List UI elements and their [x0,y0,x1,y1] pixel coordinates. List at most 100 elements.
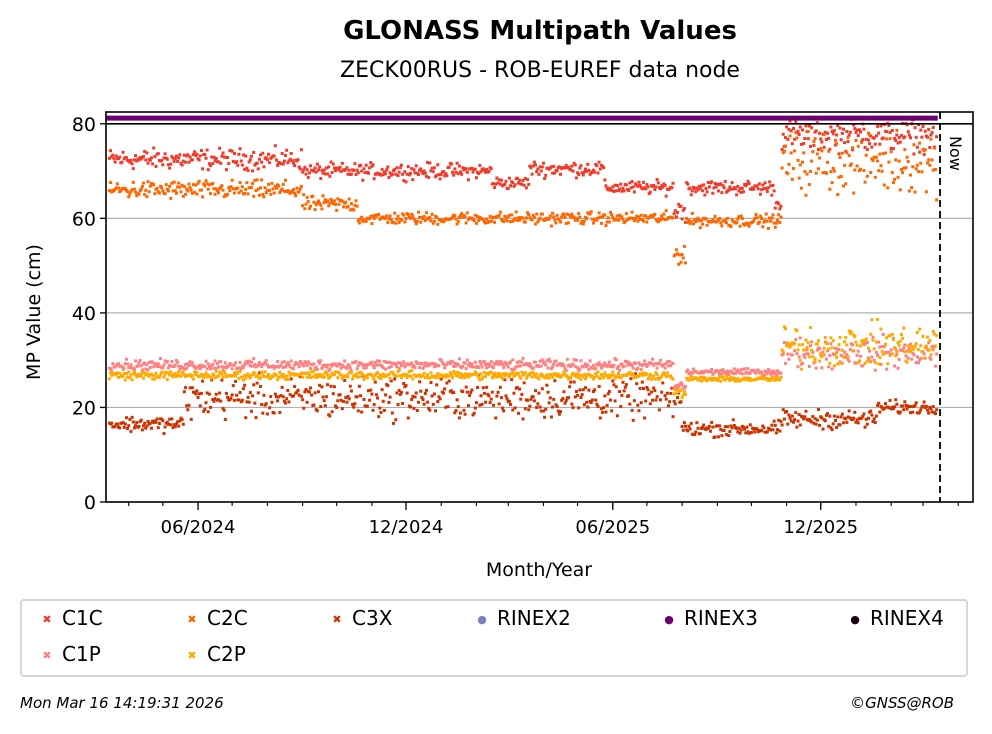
data-point [185,187,189,191]
data-point [247,400,251,404]
data-point [726,369,730,373]
data-point [339,366,343,370]
data-point [289,359,293,363]
data-point [860,140,864,144]
data-point [163,152,167,156]
data-point [676,210,680,214]
data-point [362,377,366,381]
data-point [787,413,791,417]
data-point [457,357,461,361]
data-point [804,124,808,128]
data-point [170,360,174,364]
data-point [591,390,595,394]
data-point [489,370,493,374]
data-point [540,358,544,362]
data-point [137,372,141,376]
data-point [494,182,498,186]
data-point [590,374,594,378]
data-point [621,186,625,190]
data-point [515,360,519,364]
data-point [573,395,577,399]
data-point [664,194,668,198]
data-point [811,355,815,359]
data-point [876,317,880,321]
data-point [888,398,892,402]
data-point [535,405,539,409]
data-point [495,176,499,180]
data-point [463,372,467,376]
data-point [254,416,258,420]
data-point [293,164,297,168]
data-point [480,377,484,381]
data-point [132,370,136,374]
data-point [798,336,802,340]
data-point [771,376,775,380]
data-point [436,163,440,167]
data-point [806,129,810,133]
data-point [630,210,634,214]
data-point [564,399,568,403]
data-point [812,360,816,364]
data-point [262,375,266,379]
data-point [706,426,710,430]
data-point [144,373,148,377]
data-point [594,366,598,370]
data-point [532,216,536,220]
data-point [864,337,868,341]
data-point [121,150,125,154]
data-point [394,221,398,225]
data-point [828,361,832,365]
data-point [881,332,885,336]
data-point [763,181,767,185]
data-point [665,360,669,364]
data-point [773,225,777,229]
data-point [401,172,405,176]
data-point [520,360,524,364]
data-point [170,373,174,377]
data-point [440,360,444,364]
data-point [253,371,257,375]
data-point [461,215,465,219]
data-point [221,188,225,192]
data-point [461,364,465,368]
data-point [578,215,582,219]
data-point [581,375,585,379]
data-point [237,377,241,381]
data-point [672,212,676,216]
data-point [611,215,615,219]
data-point [646,388,650,392]
data-point [230,149,234,153]
data-point [253,178,257,182]
data-point [859,130,863,134]
data-point [209,163,213,167]
data-point [676,252,680,256]
data-point [295,186,299,190]
data-point [320,385,324,389]
data-point [738,431,742,435]
data-point [720,372,724,376]
data-point [669,391,673,395]
data-point [438,397,442,401]
data-point [624,360,628,364]
data-point [738,371,742,375]
data-point [889,407,893,411]
data-point [912,346,916,350]
data-point [265,363,269,367]
data-point [114,186,118,190]
data-point [166,163,170,167]
data-point [426,400,430,404]
data-point [709,369,713,373]
data-point [855,418,859,422]
data-point [388,171,392,175]
data-point [816,339,820,343]
data-point [155,417,159,421]
legend: ✖ C1C ✖ C2C ✖ C3X ● RINEX2 ● RINEX3 ● RINEX4 ✖ C1P ✖ C2… [20,599,968,677]
data-point [486,362,490,366]
data-point [518,375,522,379]
data-point [603,178,607,182]
data-point [454,364,458,368]
data-point [497,375,501,379]
data-point [555,405,559,409]
data-point [594,372,598,376]
data-point [168,417,172,421]
